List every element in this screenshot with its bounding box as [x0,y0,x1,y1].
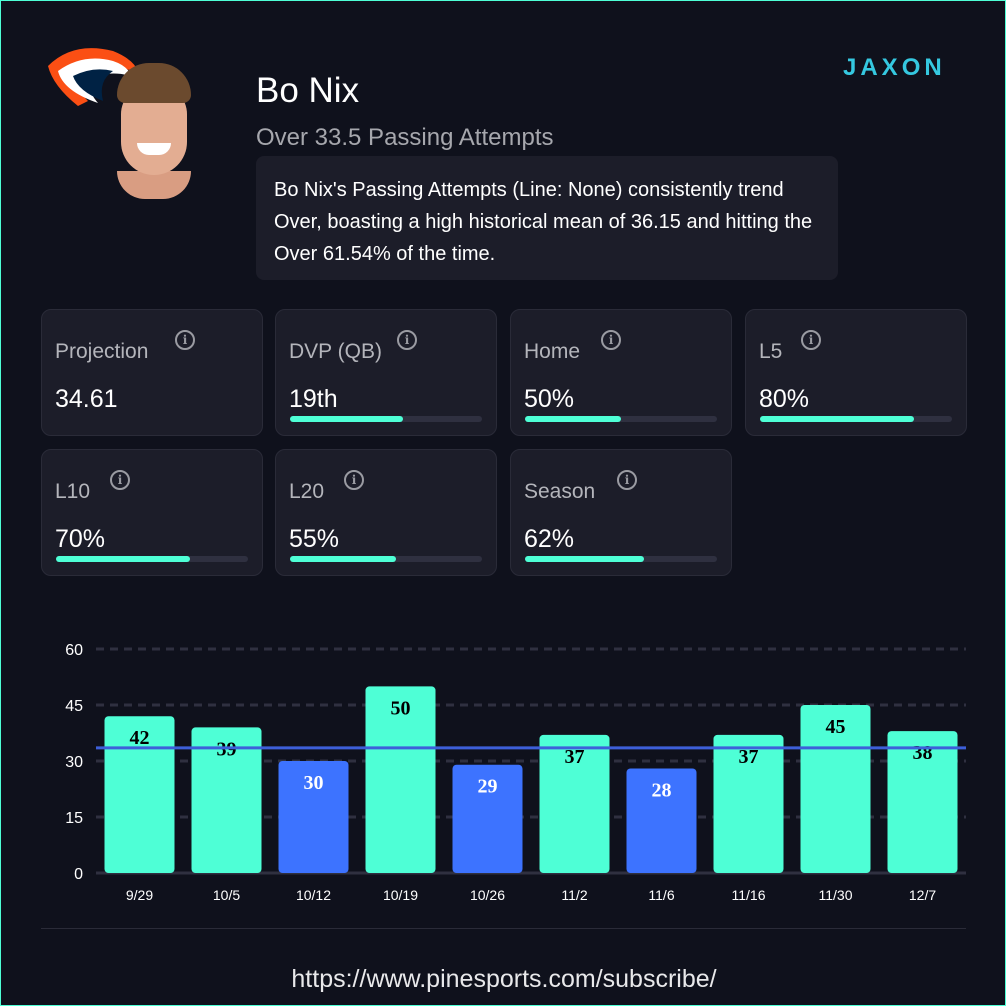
x-tick-label: 9/29 [126,887,153,903]
x-tick-label: 10/5 [213,887,240,903]
stat-label: DVP (QB) [289,340,382,363]
x-tick-label: 12/7 [909,887,936,903]
bar-value-label: 38 [913,742,933,764]
bar [887,731,958,873]
stat-value: 50% [524,385,575,413]
bar [278,761,349,873]
bar-value-label: 28 [652,779,672,801]
stat-label: L20 [289,480,325,503]
prop-title: Over 33.5 Passing Attempts [256,124,554,151]
broncos-logo [48,48,138,106]
bar-value-label: 30 [304,772,324,794]
bar-value-label: 50 [391,697,411,719]
stat-card-l5: L5 i 80% [745,309,967,436]
progress-fill [290,416,404,422]
player-name: Bo Nix [256,71,360,110]
y-tick-label: 0 [74,866,83,883]
x-tick-label: 10/26 [470,887,505,903]
bar [626,768,697,873]
stat-label: Home [524,340,581,363]
bar [191,727,262,873]
bar [452,764,523,873]
x-tick-label: 11/30 [819,887,853,903]
progress-bar [525,416,717,422]
stat-value: 80% [759,385,810,413]
player-photo [109,63,199,199]
stat-value: 19th [289,385,338,413]
bar [104,716,175,873]
bar-value-label: 29 [478,776,498,798]
jaxon-logo: JAXON [843,54,946,81]
bar [539,734,610,873]
y-tick-label: 15 [65,810,83,827]
bar [365,686,436,873]
stat-label: Season [524,480,596,503]
stat-label: L5 [759,340,783,363]
progress-fill [525,416,621,422]
info-icon[interactable]: i [617,470,637,490]
progress-bar [290,416,482,422]
stat-card-dvp-qb: DVP (QB) i 19th [275,309,497,436]
y-tick-label: 30 [65,754,83,771]
bar-value-label: 42 [130,727,150,749]
stat-card-l20: L20 i 55% [275,449,497,576]
y-tick-label: 45 [65,698,83,715]
x-tick-label: 10/19 [383,887,418,903]
bar-value-label: 37 [739,746,759,768]
attempts-bar-chart: 015304560429/293910/53010/125010/192910/… [65,642,966,903]
stat-card-home: Home i 50% [510,309,732,436]
stat-value: 34.61 [55,385,118,413]
prop-description: Bo Nix's Passing Attempts (Line: None) c… [256,156,838,280]
stat-value: 55% [289,525,340,553]
bar-value-label: 37 [565,746,585,768]
stat-card-season: Season i 62% [510,449,732,576]
stat-card-projection: Projection i 34.61 [41,309,263,436]
y-tick-label: 60 [65,642,83,659]
progress-bar [525,556,717,562]
x-tick-label: 11/2 [561,887,587,903]
info-icon[interactable]: i [175,330,195,350]
progress-bar [290,556,482,562]
progress-bar [760,416,952,422]
x-tick-label: 11/6 [648,887,674,903]
progress-fill [56,556,191,562]
info-icon[interactable]: i [344,470,364,490]
stat-value: 62% [524,525,575,553]
progress-bar [56,556,248,562]
divider [41,928,966,929]
progress-fill [290,556,396,562]
x-tick-label: 10/12 [296,887,331,903]
info-icon[interactable]: i [801,330,821,350]
progress-fill [525,556,645,562]
bar [713,734,784,873]
stat-card-l10: L10 i 70% [41,449,263,576]
info-icon[interactable]: i [397,330,417,350]
bar-value-label: 45 [826,716,846,738]
x-tick-label: 11/16 [732,887,766,903]
subscribe-url[interactable]: https://www.pinesports.com/subscribe/ [291,965,717,993]
progress-fill [760,416,914,422]
stat-value: 70% [55,525,106,553]
stat-label: Projection [55,340,149,363]
stat-label: L10 [55,480,91,503]
info-icon[interactable]: i [110,470,130,490]
info-icon[interactable]: i [601,330,621,350]
